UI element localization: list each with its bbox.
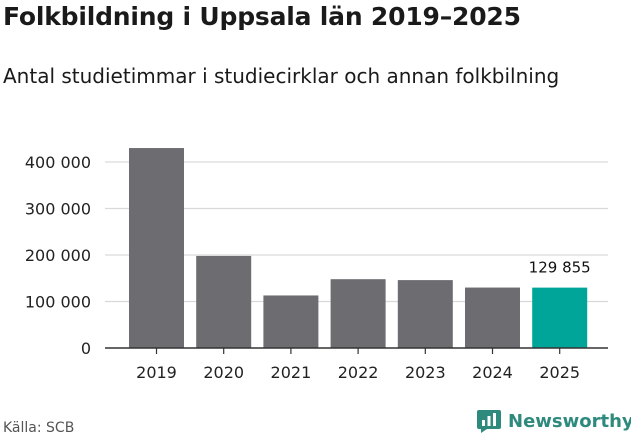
bar-2021 [263, 295, 319, 348]
data-label-highlight: 129 855 [529, 259, 591, 277]
bars [129, 148, 588, 348]
y-tick-label: 300 000 [25, 200, 91, 219]
x-tick-label: 2023 [405, 363, 446, 382]
bar-2025 [532, 287, 588, 348]
y-axis-ticks: 0 100 000 200 000 300 000 400 000 [25, 153, 91, 358]
chart-title: Folkbildning i Uppsala län 2019–2025 [3, 2, 521, 31]
y-tick-label: 100 000 [25, 293, 91, 312]
x-tick-label: 2024 [472, 363, 513, 382]
x-axis-ticks: 2019 2020 2021 2022 2023 2024 2025 [136, 348, 580, 382]
newsworthy-logo-icon [477, 410, 501, 433]
x-tick-label: 2020 [203, 363, 244, 382]
y-tick-label: 400 000 [25, 153, 91, 172]
bar-2020 [196, 255, 252, 348]
x-tick-label: 2019 [136, 363, 177, 382]
x-tick-label: 2025 [539, 363, 580, 382]
chart-subtitle: Antal studietimmar i studiecirklar och a… [3, 64, 560, 88]
y-tick-label: 200 000 [25, 246, 91, 265]
x-tick-label: 2022 [338, 363, 379, 382]
source-note: Källa: SCB [3, 420, 75, 436]
newsworthy-logo-text: Newsworthy [508, 410, 631, 432]
bar-2024 [465, 287, 520, 348]
bar-2019 [129, 148, 184, 348]
y-tick-label: 0 [81, 339, 91, 358]
newsworthy-logo: Newsworthy [476, 408, 631, 434]
bar-2022 [330, 279, 386, 348]
data-labels: 129 855 [529, 259, 591, 277]
x-tick-label: 2021 [271, 363, 312, 382]
bar-2023 [397, 280, 453, 348]
